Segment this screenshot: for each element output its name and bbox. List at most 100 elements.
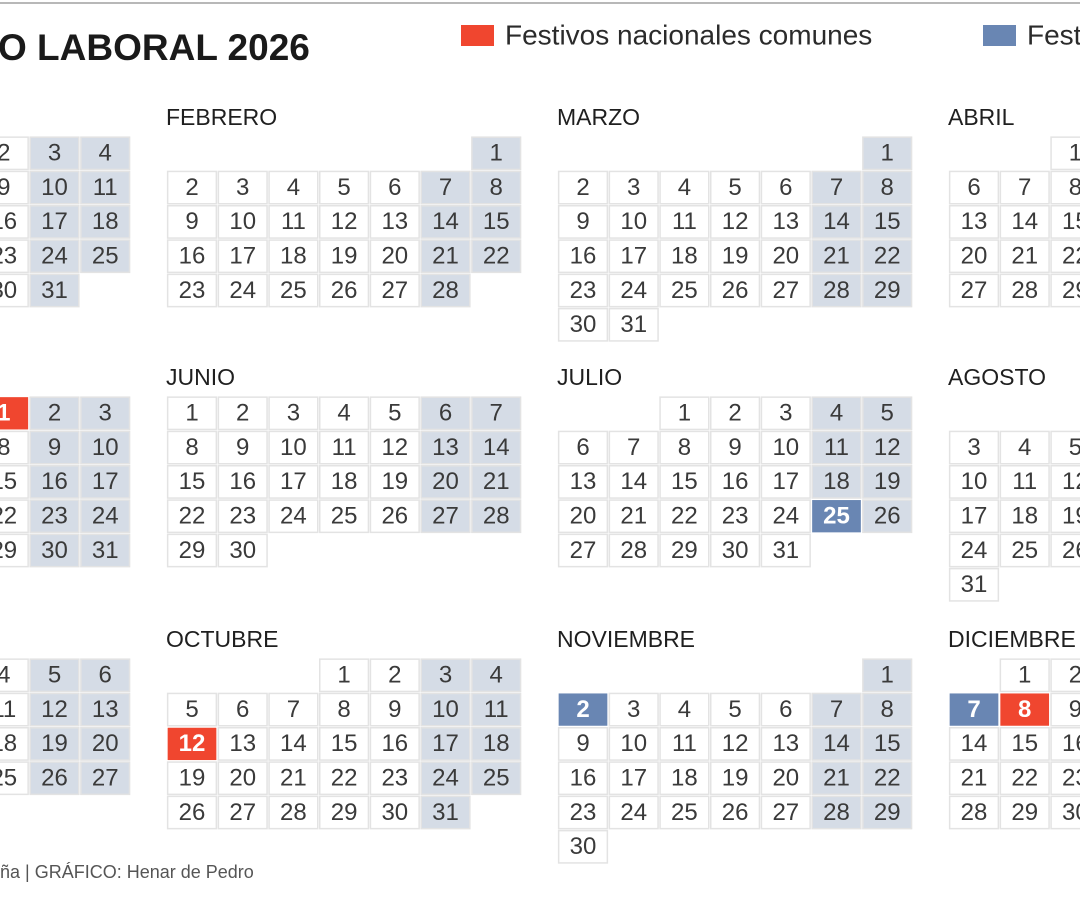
- day-number: 16: [722, 468, 749, 495]
- day-number: 23: [0, 243, 17, 270]
- day-number: 8: [881, 696, 894, 723]
- day-cell: [760, 533, 811, 568]
- day-number: 25: [331, 503, 358, 530]
- day-number: 1: [881, 662, 894, 689]
- day-cell: [29, 273, 80, 308]
- day-cell: [557, 170, 609, 205]
- day-cell: [0, 692, 29, 727]
- day-number: 27: [772, 799, 799, 826]
- day-number: 23: [41, 503, 68, 530]
- day-cell: [166, 170, 218, 205]
- day-cell: [369, 692, 420, 727]
- day-number: 23: [1062, 765, 1080, 792]
- day-cell: [268, 499, 319, 534]
- day-cell: [0, 430, 29, 465]
- day-number: 3: [439, 662, 452, 689]
- day-cell: [557, 761, 609, 796]
- day-cell: [268, 761, 319, 796]
- day-number: 5: [48, 662, 61, 689]
- day-cell: [471, 499, 522, 534]
- day-cell: [608, 273, 659, 308]
- month-name: FEBRERO: [166, 104, 277, 130]
- day-number: 9: [576, 208, 589, 235]
- day-number: 1: [678, 400, 691, 427]
- day-number: 28: [620, 537, 647, 564]
- day-cell: [217, 499, 268, 534]
- day-number: 25: [0, 765, 17, 792]
- day-cell: [760, 239, 811, 274]
- day-cell: [1050, 533, 1080, 568]
- day-cell: [420, 205, 471, 239]
- day-cell: [1050, 465, 1080, 499]
- day-number: 19: [41, 730, 68, 757]
- day-cell: [862, 239, 913, 274]
- day-number: 28: [280, 799, 307, 826]
- day-number: 6: [236, 696, 249, 723]
- day-cell: [217, 533, 268, 568]
- day-number: 24: [961, 537, 988, 564]
- day-cell: [268, 239, 319, 274]
- day-number: 27: [381, 277, 408, 304]
- day-number: 20: [570, 503, 597, 530]
- day-number: 22: [179, 503, 206, 530]
- day-number: 1: [185, 400, 198, 427]
- day-number: 5: [1069, 434, 1080, 461]
- day-number: 18: [92, 208, 119, 235]
- day-cell: [319, 692, 370, 727]
- day-number: 22: [671, 503, 698, 530]
- day-cell: [948, 499, 1000, 534]
- day-number: 10: [280, 434, 307, 461]
- day-cell: [217, 396, 268, 431]
- day-cell: [166, 795, 218, 830]
- day-cell: [999, 170, 1050, 205]
- day-cell: [420, 499, 471, 534]
- day-number: 11: [824, 434, 849, 461]
- day-cell: [29, 430, 80, 465]
- day-number: 19: [874, 468, 901, 495]
- day-number: 3: [48, 140, 61, 167]
- day-cell: [557, 533, 609, 568]
- day-number: 4: [337, 400, 350, 427]
- day-number: 30: [1062, 799, 1080, 826]
- day-number: 17: [432, 730, 459, 757]
- month-name: OCTUBRE: [166, 626, 278, 652]
- day-cell: [369, 795, 420, 830]
- day-number: 11: [332, 434, 357, 461]
- day-cell: [608, 795, 659, 830]
- day-cell: [420, 273, 471, 308]
- day-number: 8: [185, 434, 198, 461]
- day-number: 2: [236, 400, 249, 427]
- day-cell: [811, 795, 862, 830]
- day-cell: [80, 465, 131, 499]
- day-number: 15: [1011, 730, 1038, 757]
- day-cell: [166, 273, 218, 308]
- day-cell: [608, 533, 659, 568]
- day-cell: [659, 239, 710, 274]
- day-number: 30: [0, 277, 17, 304]
- day-cell: [166, 533, 218, 568]
- day-cell: [608, 499, 659, 534]
- day-number: 4: [490, 662, 503, 689]
- day-number: 24: [280, 503, 307, 530]
- day-number: 1: [1018, 662, 1031, 689]
- day-number: 6: [967, 174, 980, 201]
- day-number: 24: [432, 765, 459, 792]
- day-number: 11: [0, 696, 16, 723]
- day-number: 8: [678, 434, 691, 461]
- day-cell: [659, 465, 710, 499]
- holiday-cell: [1000, 693, 1050, 726]
- day-number: 17: [961, 503, 988, 530]
- day-cell: [659, 795, 710, 830]
- day-number: 24: [229, 277, 256, 304]
- day-cell: [217, 273, 268, 308]
- month-name: AGOSTO: [948, 364, 1046, 390]
- day-number: 22: [1062, 243, 1080, 270]
- day-number: 26: [381, 503, 408, 530]
- day-number: 4: [287, 174, 300, 201]
- day-number: 20: [381, 243, 408, 270]
- day-number: 3: [779, 400, 792, 427]
- day-number: 4: [99, 140, 112, 167]
- day-number: 15: [179, 468, 206, 495]
